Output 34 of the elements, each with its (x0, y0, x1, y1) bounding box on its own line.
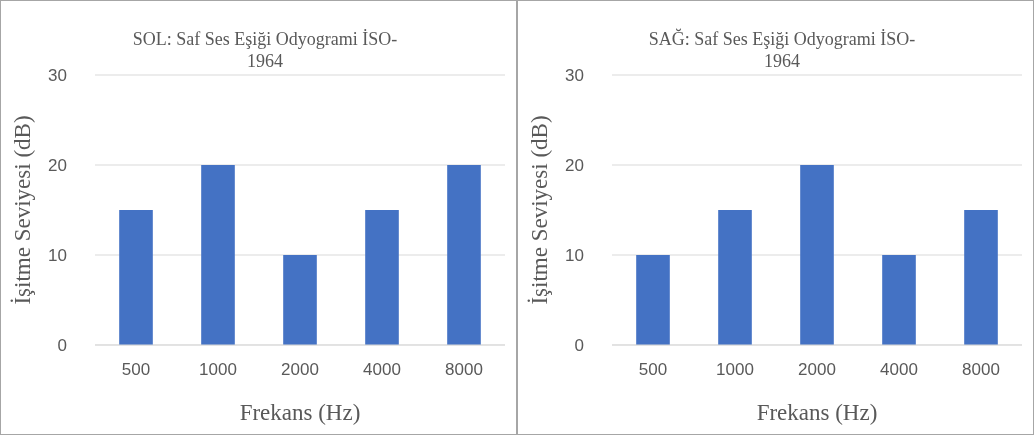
x-tick-label: 2000 (281, 360, 319, 379)
bar (964, 210, 998, 345)
chart-title: SOL: Saf Ses Eşiği Odyogrami İSO-1964 (132, 29, 398, 71)
x-tick-label: 1000 (199, 360, 237, 379)
y-axis-title: İşitme Seviyesi (dB) (527, 115, 552, 305)
y-tick-label: 30 (565, 65, 584, 85)
y-tick-label: 0 (57, 335, 67, 355)
x-axis-title: Frekans (Hz) (756, 400, 878, 425)
bar (800, 165, 834, 345)
x-tick-label: 2000 (798, 360, 836, 379)
y-tick-label: 10 (48, 245, 67, 265)
bar (201, 165, 235, 345)
chart-title: SAĞ: Saf Ses Eşiği Odyogrami İSO-1964 (648, 28, 916, 71)
y-tick-label: 30 (48, 65, 67, 85)
y-tick-label: 20 (48, 155, 67, 175)
x-tick-label: 8000 (962, 360, 1000, 379)
x-tick-label: 1000 (716, 360, 754, 379)
y-tick-label: 10 (565, 245, 584, 265)
x-tick-label: 4000 (363, 360, 401, 379)
x-axis-title: Frekans (Hz) (239, 400, 361, 425)
bar (447, 165, 481, 345)
y-axis-title: İşitme Seviyesi (dB) (10, 115, 35, 305)
y-tick-label: 20 (565, 155, 584, 175)
bar (365, 210, 399, 345)
bar (636, 255, 670, 345)
bar (283, 255, 317, 345)
bar (882, 255, 916, 345)
bar (119, 210, 153, 345)
x-tick-label: 8000 (445, 360, 483, 379)
x-tick-label: 4000 (880, 360, 918, 379)
x-tick-label: 500 (121, 360, 151, 379)
bar (718, 210, 752, 345)
x-tick-label: 500 (638, 360, 668, 379)
y-tick-label: 0 (574, 335, 584, 355)
